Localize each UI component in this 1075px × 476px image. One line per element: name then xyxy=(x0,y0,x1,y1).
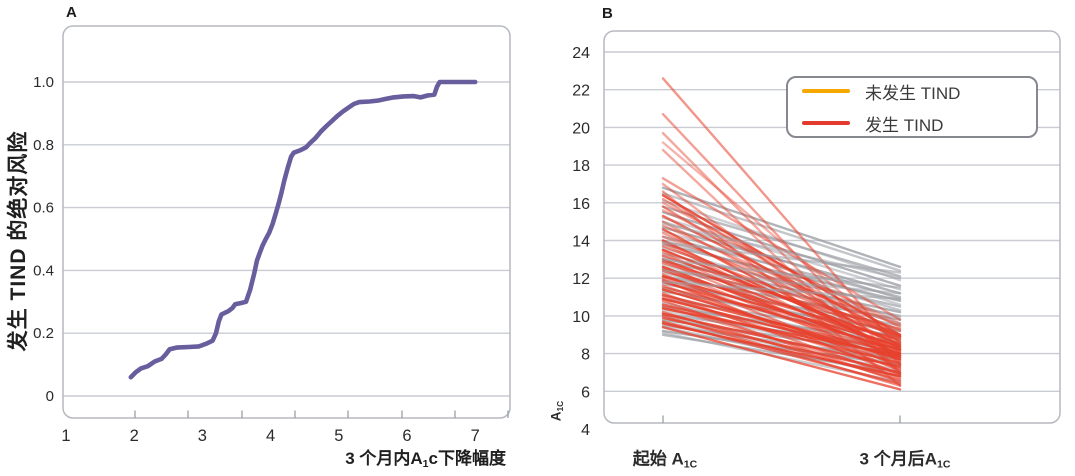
panel-a-plot-area xyxy=(62,25,511,419)
tind-patient-line xyxy=(661,294,902,355)
panel-a-x-tick-label: 2 xyxy=(130,427,139,445)
panel-b-y-title-sub: 1C xyxy=(554,400,565,412)
tind-patient-line xyxy=(661,312,902,368)
panel-b-y-title-pre: A xyxy=(548,411,564,422)
tind-patient-line xyxy=(661,224,902,333)
legend-row-tind: 发生 TIND xyxy=(802,111,1036,136)
tind-swatch-line xyxy=(802,121,850,125)
panel-b-letter: B xyxy=(602,5,613,22)
panel-a-x-tick-label: 5 xyxy=(334,427,343,445)
tind-patient-line xyxy=(661,209,902,325)
panel-a-x-title-sub: 1 xyxy=(422,457,429,470)
panel-b-y-tick-label: 6 xyxy=(581,384,590,401)
cat1-sub: 1C xyxy=(683,458,698,471)
panel-b-y-tick-label: 12 xyxy=(572,271,590,288)
panel-a-x-tick-label: 7 xyxy=(471,427,480,445)
tind-patient-line xyxy=(661,194,902,336)
tind-patient-line xyxy=(661,280,902,351)
tind-patient-line xyxy=(661,148,902,376)
panel-a-x-tick-label: 1 xyxy=(61,427,70,445)
panel-b-y-tick-label: 18 xyxy=(572,158,590,175)
panel-a-x-title-pre: 3 个月内A xyxy=(345,449,423,468)
tind-patient-line xyxy=(661,214,902,338)
panel-a-x-tick-label: 4 xyxy=(266,427,275,445)
tind-absolute-risk-curve xyxy=(128,79,478,380)
panel-a-y-tick-label: 0.4 xyxy=(33,262,54,279)
panel-a-x-tick-label: 6 xyxy=(402,427,411,445)
panel-b-category-3months: 3 个月后A1C xyxy=(860,445,951,470)
panel-a-y-axis-title: 发生 TIND 的绝对风险 xyxy=(7,130,30,352)
cat1-pre: 起始 A xyxy=(632,449,684,469)
tind-patient-line xyxy=(661,77,902,351)
panel-b-y-axis-title: A1C xyxy=(548,400,565,422)
panel-b-y-tick-label: 4 xyxy=(581,422,590,439)
panel-a-x-tick-label: 3 xyxy=(198,427,207,445)
panel-a-y-tick-label: 1.0 xyxy=(33,74,54,91)
no-tind-legend-label: 未发生 TIND xyxy=(865,83,961,103)
tind-patient-line xyxy=(661,201,902,329)
panel-b-y-tick-label: 14 xyxy=(572,234,590,251)
legend-row-no-tind: 未发生 TIND xyxy=(802,79,1036,104)
tind-patient-line xyxy=(661,316,902,374)
panel-a-y-tick-label: 0 xyxy=(46,388,54,405)
no-tind-patient-line xyxy=(661,280,902,301)
no-tind-patient-line xyxy=(661,241,902,274)
tind-legend-label: 发生 TIND xyxy=(865,115,944,135)
panel-a-y-tick-label: 0.8 xyxy=(33,137,54,154)
tind-patient-line xyxy=(661,220,902,348)
panel-b-y-tick-label: 16 xyxy=(572,196,590,213)
tind-patient-line xyxy=(661,307,902,357)
panel-b-y-tick-label: 20 xyxy=(572,120,590,137)
panel-a-x-axis-title: 3 个月内A1c下降幅度 xyxy=(278,444,506,469)
panel-a-x-title-post: c下降幅度 xyxy=(428,449,506,468)
panel-b-plot-area xyxy=(603,30,1061,424)
panel-b-y-tick-label: 24 xyxy=(572,45,590,62)
tind-patient-line xyxy=(661,141,902,344)
no-tind-patient-line xyxy=(661,222,902,280)
no-tind-patient-line xyxy=(661,192,902,272)
panel-b-y-tick-label: 10 xyxy=(572,309,590,326)
no-tind-patient-line xyxy=(661,269,902,295)
tind-patient-line xyxy=(661,286,902,340)
tind-patient-line xyxy=(661,275,902,348)
panel-a-y-tick-label: 0.6 xyxy=(33,200,54,217)
tind-patient-line xyxy=(661,326,902,391)
no-tind-patient-line xyxy=(661,258,902,289)
no-tind-swatch-line xyxy=(802,89,850,93)
panel-b-y-tick-label: 8 xyxy=(581,347,590,364)
panel-b-y-tick-label: 22 xyxy=(572,83,590,100)
legend-box: 未发生 TIND 发生 TIND xyxy=(786,76,1038,138)
tind-patient-line xyxy=(661,322,902,378)
panel-a-letter: A xyxy=(66,4,77,21)
tind-patient-line xyxy=(661,303,902,365)
cat2-sub: 1C xyxy=(937,458,951,471)
cat2-pre: 3 个月后A xyxy=(859,449,937,469)
panel-a-y-tick-label: 0.2 xyxy=(33,325,54,342)
panel-b-category-baseline: 起始 A1C xyxy=(633,445,697,470)
tind-patient-line xyxy=(661,269,902,342)
